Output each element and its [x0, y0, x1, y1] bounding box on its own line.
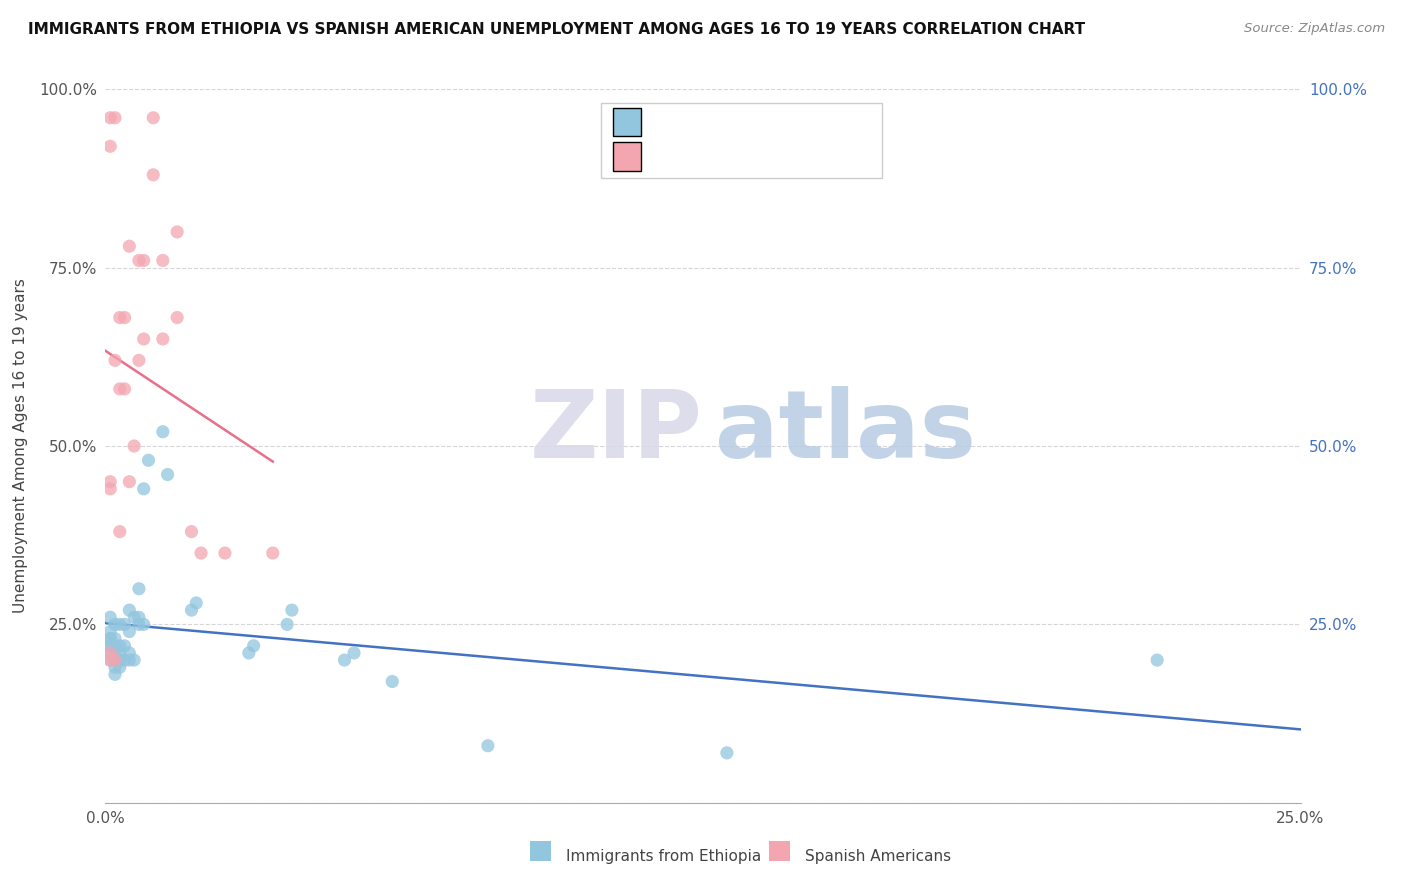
Point — [132, 332, 155, 346]
Point — [276, 617, 298, 632]
Point — [108, 653, 131, 667]
Point — [132, 253, 155, 268]
Text: Spanish Americans: Spanish Americans — [804, 849, 950, 864]
Point — [108, 646, 131, 660]
Point — [152, 425, 174, 439]
Point — [104, 653, 127, 667]
Point — [343, 646, 366, 660]
Point — [142, 168, 165, 182]
Text: atlas: atlas — [716, 385, 976, 478]
Point — [152, 253, 174, 268]
Point — [122, 610, 145, 624]
Point — [98, 632, 121, 646]
Point — [108, 660, 131, 674]
Point — [118, 239, 141, 253]
Point — [152, 332, 174, 346]
Y-axis label: Unemployment Among Ages 16 to 19 years: Unemployment Among Ages 16 to 19 years — [13, 278, 28, 614]
Point — [104, 617, 127, 632]
Point — [190, 546, 212, 560]
Point — [281, 603, 304, 617]
Point — [104, 639, 127, 653]
Point — [118, 603, 141, 617]
Point — [180, 524, 202, 539]
Point — [156, 467, 179, 482]
Point — [104, 653, 127, 667]
Point — [238, 646, 260, 660]
Point — [98, 475, 121, 489]
Point — [214, 546, 236, 560]
Point — [128, 253, 150, 268]
Point — [333, 653, 356, 667]
Point — [98, 632, 121, 646]
Point — [98, 653, 121, 667]
Point — [381, 674, 404, 689]
Text: ZIP: ZIP — [530, 385, 703, 478]
Point — [98, 111, 121, 125]
Point — [98, 482, 121, 496]
Text: IMMIGRANTS FROM ETHIOPIA VS SPANISH AMERICAN UNEMPLOYMENT AMONG AGES 16 TO 19 YE: IMMIGRANTS FROM ETHIOPIA VS SPANISH AMER… — [28, 22, 1085, 37]
Point — [104, 646, 127, 660]
Point — [128, 582, 150, 596]
Point — [104, 111, 127, 125]
Point — [186, 596, 208, 610]
Point — [138, 453, 160, 467]
Point — [114, 639, 136, 653]
Point — [104, 353, 127, 368]
Point — [104, 660, 127, 674]
Point — [98, 639, 121, 653]
Point — [118, 646, 141, 660]
Point — [1146, 653, 1168, 667]
Point — [108, 310, 131, 325]
Point — [114, 617, 136, 632]
Point — [122, 653, 145, 667]
Point — [98, 139, 121, 153]
Point — [98, 639, 121, 653]
Point — [166, 225, 188, 239]
Point — [104, 667, 127, 681]
Text: Immigrants from Ethiopia: Immigrants from Ethiopia — [565, 849, 761, 864]
Point — [142, 111, 165, 125]
Point — [114, 653, 136, 667]
Point — [477, 739, 499, 753]
Point — [108, 382, 131, 396]
Point — [114, 310, 136, 325]
Point — [108, 639, 131, 653]
Point — [132, 617, 155, 632]
Point — [242, 639, 264, 653]
Point — [98, 653, 121, 667]
Point — [180, 603, 202, 617]
Point — [98, 646, 121, 660]
Point — [118, 475, 141, 489]
Point — [98, 610, 121, 624]
Point — [128, 353, 150, 368]
Point — [716, 746, 738, 760]
Point — [118, 653, 141, 667]
Point — [114, 382, 136, 396]
Point — [108, 524, 131, 539]
Point — [104, 632, 127, 646]
Point — [98, 646, 121, 660]
Point — [132, 482, 155, 496]
Point — [262, 546, 284, 560]
Point — [166, 310, 188, 325]
Point — [122, 439, 145, 453]
Point — [128, 610, 150, 624]
Point — [128, 617, 150, 632]
Point — [98, 624, 121, 639]
Point — [108, 617, 131, 632]
Text: Source: ZipAtlas.com: Source: ZipAtlas.com — [1244, 22, 1385, 36]
Point — [118, 624, 141, 639]
